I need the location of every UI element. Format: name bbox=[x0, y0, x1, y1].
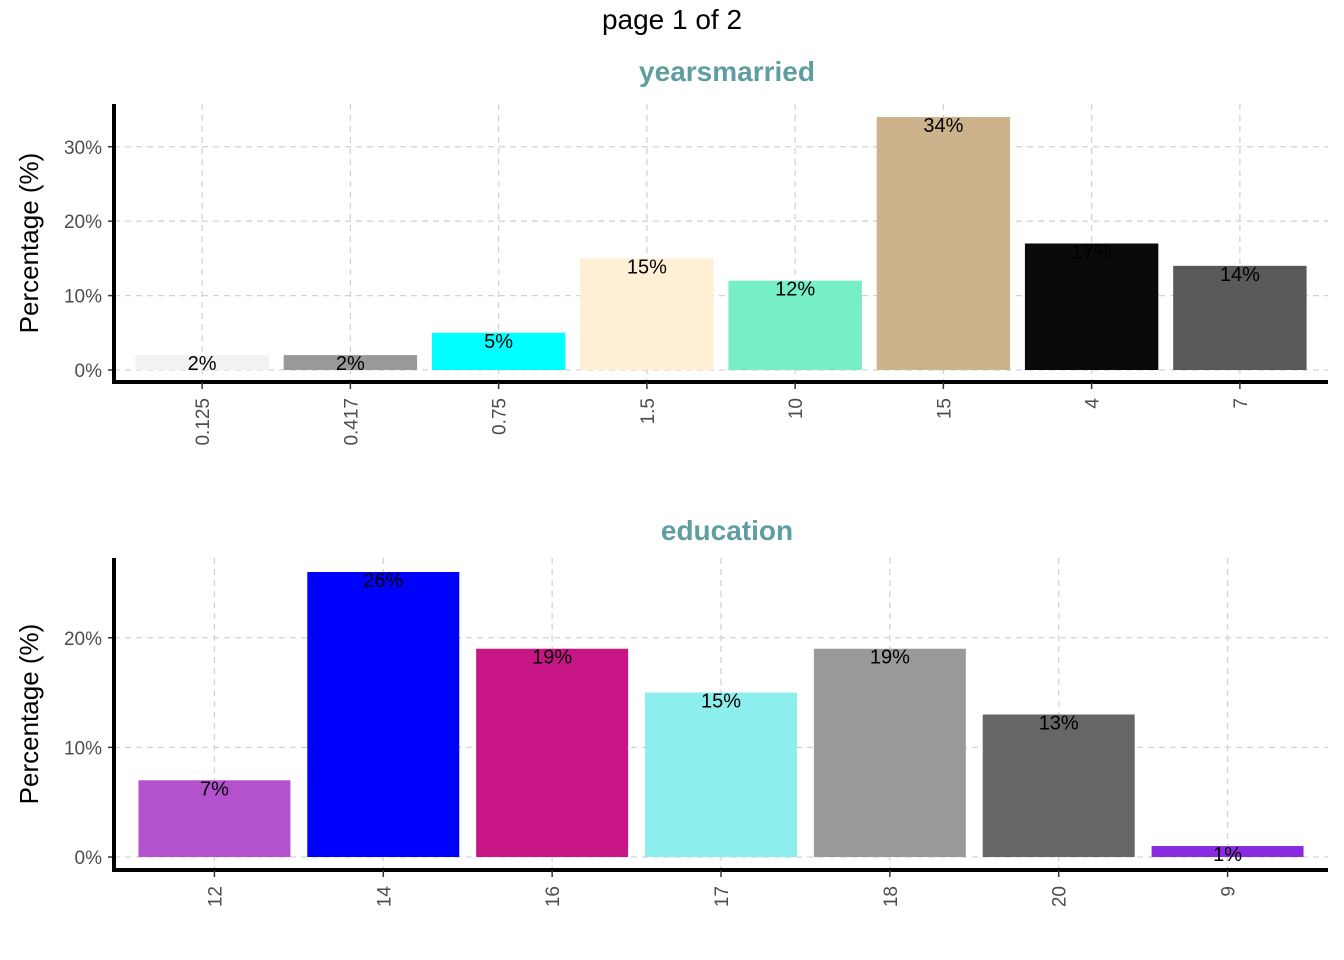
bar-15 bbox=[876, 117, 1011, 370]
y-tick-label: 0% bbox=[75, 361, 103, 382]
chart-yearsmarried: yearsmarried Percentage (%) 0% 10% 20% 30% 2% 2… bbox=[14, 56, 1328, 446]
x-tick-label: 0.125 bbox=[193, 398, 214, 446]
bar-16 bbox=[476, 648, 629, 857]
x-tick-label: 17 bbox=[712, 886, 733, 907]
data-label: 17% bbox=[1072, 242, 1112, 264]
data-label: 26% bbox=[363, 570, 403, 592]
data-label: 13% bbox=[1039, 713, 1079, 735]
chart-education: education Percentage (%) 0% 10% 20% 7% 26% 19% 1… bbox=[14, 515, 1328, 907]
bar-0.125 bbox=[135, 355, 269, 370]
y-tick-label: 10% bbox=[64, 738, 102, 759]
data-label: 7% bbox=[200, 778, 229, 800]
y-tick-label: 20% bbox=[64, 629, 102, 650]
bar-12 bbox=[138, 780, 291, 857]
y-axis-label: Percentage (%) bbox=[14, 153, 44, 334]
x-tick-label: 1.5 bbox=[638, 398, 659, 424]
y-tick-label: 10% bbox=[64, 287, 102, 308]
chart-title: yearsmarried bbox=[639, 56, 815, 87]
x-tick-label: 7 bbox=[1231, 398, 1252, 409]
data-label: 19% bbox=[532, 647, 572, 669]
bar-0.417 bbox=[283, 355, 418, 370]
data-label: 1% bbox=[1213, 844, 1242, 866]
bar-4 bbox=[1024, 243, 1159, 370]
x-tick-label: 9 bbox=[1219, 886, 1240, 897]
x-tick-label: 0.417 bbox=[341, 398, 362, 446]
data-label: 14% bbox=[1220, 264, 1260, 286]
x-tick-label: 20 bbox=[1050, 886, 1071, 907]
bar-1.5 bbox=[580, 258, 714, 370]
bar-10 bbox=[728, 280, 862, 370]
x-tick-label: 12 bbox=[205, 886, 226, 907]
data-label: 2% bbox=[336, 353, 365, 375]
data-label: 34% bbox=[923, 115, 963, 137]
x-tick-label: 16 bbox=[543, 886, 564, 907]
y-tick-label: 20% bbox=[64, 212, 102, 233]
data-label: 15% bbox=[627, 256, 667, 278]
bar-17 bbox=[645, 692, 797, 857]
x-tick-label: 10 bbox=[786, 398, 807, 419]
x-tick-label: 18 bbox=[881, 886, 902, 907]
data-label: 2% bbox=[188, 353, 217, 375]
y-tick-label: 0% bbox=[75, 848, 103, 869]
bar-14 bbox=[307, 572, 460, 857]
bar-18 bbox=[813, 648, 966, 857]
y-tick-label: 30% bbox=[64, 138, 102, 159]
page-title: page 1 of 2 bbox=[601, 4, 743, 35]
x-tick-label: 15 bbox=[934, 398, 955, 419]
data-label: 15% bbox=[701, 691, 741, 713]
x-tick-label: 14 bbox=[374, 886, 395, 908]
chart-title: education bbox=[661, 515, 793, 546]
bar-20 bbox=[982, 714, 1135, 857]
bar-9 bbox=[1151, 846, 1304, 857]
x-tick-label: 0.75 bbox=[490, 398, 511, 435]
bar-0.75 bbox=[431, 332, 566, 370]
y-axis-label: Percentage (%) bbox=[14, 624, 44, 805]
data-label: 12% bbox=[775, 279, 815, 301]
data-label: 5% bbox=[484, 331, 513, 353]
data-label: 19% bbox=[870, 647, 910, 669]
x-tick-label: 4 bbox=[1083, 398, 1104, 409]
bar-7 bbox=[1173, 265, 1307, 370]
